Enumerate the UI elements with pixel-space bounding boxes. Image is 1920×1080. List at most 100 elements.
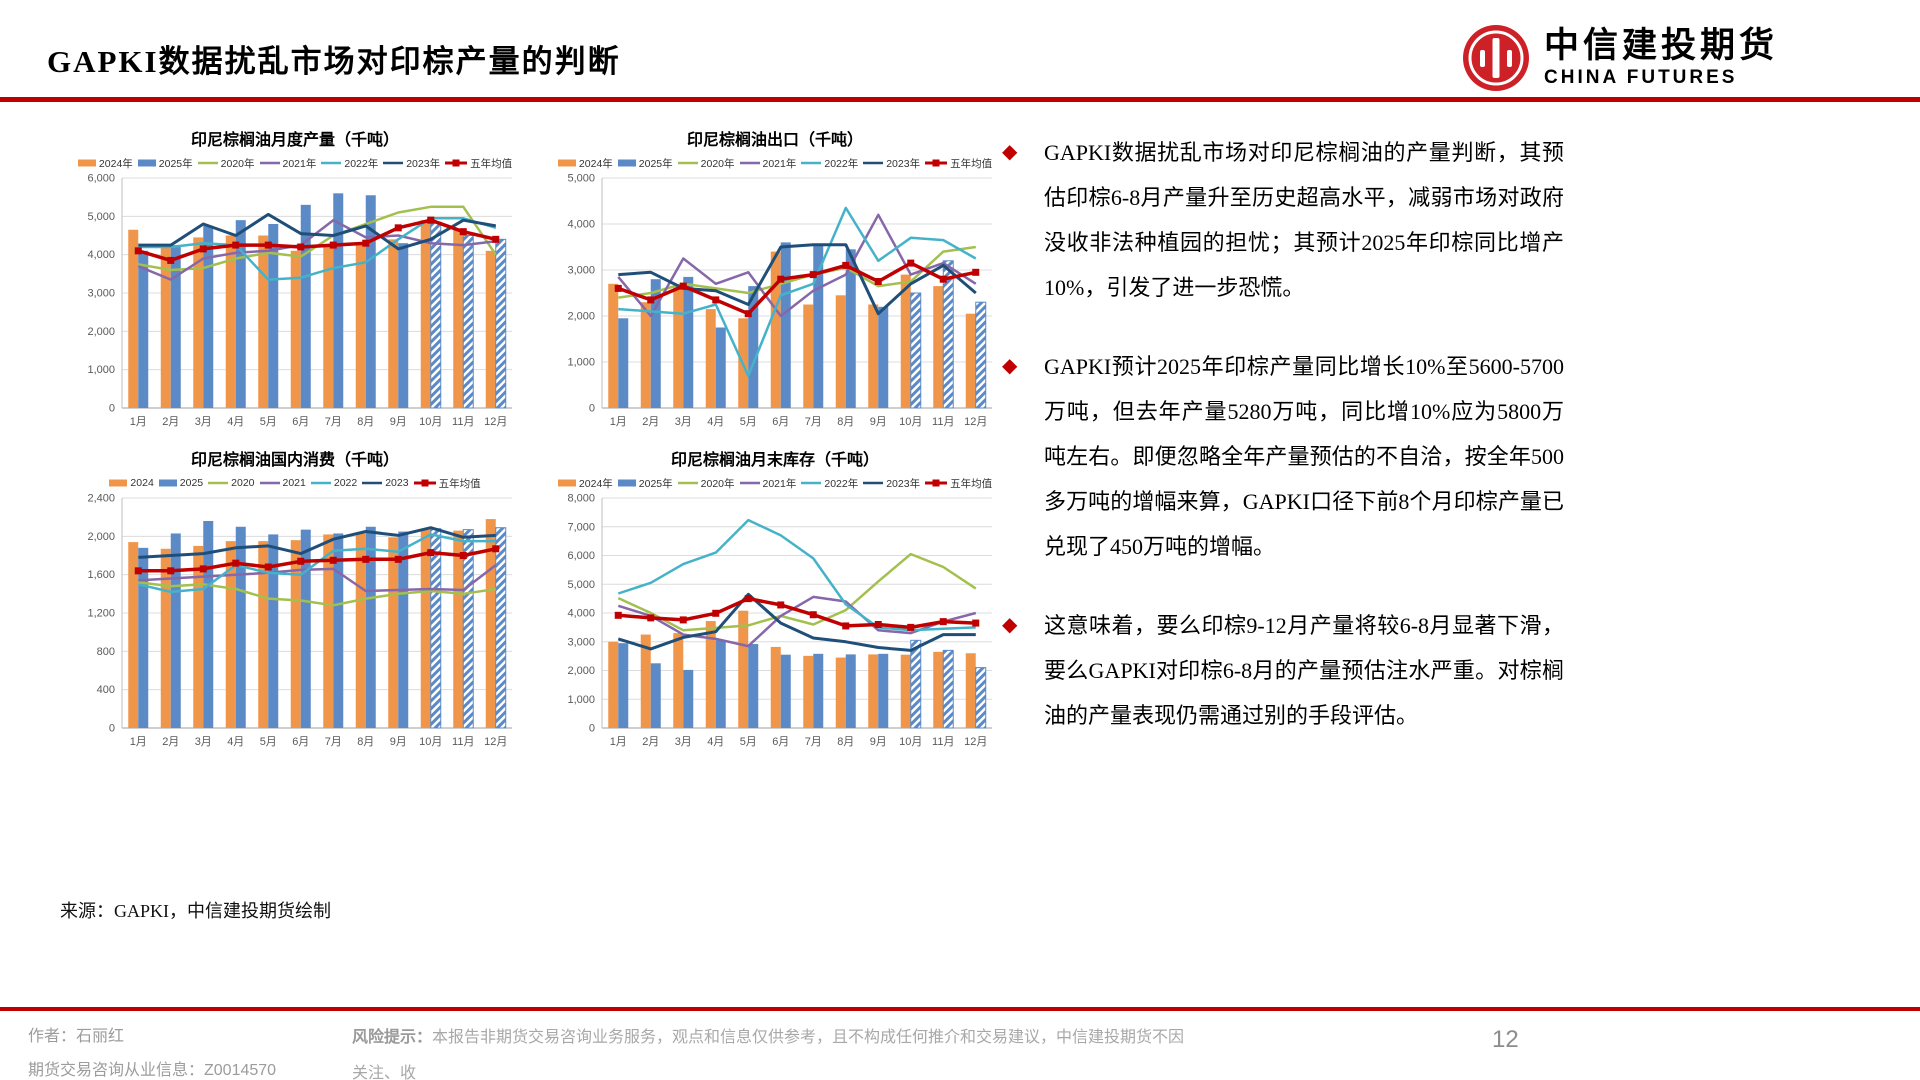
chart-title: 印尼棕榈油月末库存（千吨） <box>670 452 879 469</box>
chart-month-end-stocks: 印尼棕榈油月末库存（千吨） 2024年 2025年 2020年 2021年 2022年 2… <box>550 448 1000 752</box>
svg-text:1,200: 1,200 <box>87 608 115 620</box>
svg-text:3,000: 3,000 <box>567 265 595 277</box>
bullet-diamond-icon: ◆ <box>1002 355 1018 377</box>
svg-text:12月: 12月 <box>484 416 507 428</box>
svg-text:2,000: 2,000 <box>87 531 115 543</box>
legend-item: 2024 <box>109 477 154 489</box>
company-logo: 中信建投期货 CHINA FUTURES <box>1462 24 1778 92</box>
svg-text:10月: 10月 <box>419 416 442 428</box>
chart-title: 印尼棕榈油月度产量（千吨） <box>190 132 399 149</box>
legend-item: 2021 <box>259 477 306 489</box>
svg-text:4,000: 4,000 <box>87 249 115 261</box>
svg-text:5月: 5月 <box>740 416 757 428</box>
author-block: 作者：石丽红 期货交易咨询从业信息：Z0014570 <box>28 1020 276 1080</box>
svg-text:1,600: 1,600 <box>87 569 115 581</box>
bullet-item: ◆ GAPKI数据扰乱市场对印尼棕榈油的产量判断，其预估印棕6-8月产量升至历史… <box>1002 130 1564 310</box>
bullet-item: ◆ 这意味着，要么印棕9-12月产量将较6-8月显著下滑，要么GAPKI对印棕6… <box>1002 603 1564 738</box>
chart-legend: 2024 2025 2020 2021 2022 2023 五年均值 <box>70 474 520 492</box>
bullet-text: 这意味着，要么印棕9-12月产量将较6-8月显著下滑，要么GAPKI对印棕6-8… <box>1044 613 1564 728</box>
svg-text:4,000: 4,000 <box>567 219 595 231</box>
svg-text:1,000: 1,000 <box>567 357 595 369</box>
svg-text:5月: 5月 <box>260 416 277 428</box>
svg-text:1,000: 1,000 <box>567 694 595 706</box>
chart-title: 印尼棕榈油国内消费（千吨） <box>190 452 399 469</box>
svg-text:10月: 10月 <box>899 736 922 748</box>
svg-text:5月: 5月 <box>740 736 757 748</box>
svg-text:4月: 4月 <box>227 736 244 748</box>
svg-text:1,000: 1,000 <box>87 364 115 376</box>
commentary-panel: ◆ GAPKI数据扰乱市场对印尼棕榈油的产量判断，其预估印棕6-8月产量升至历史… <box>1002 130 1564 772</box>
chart-monthly-production: 印尼棕榈油月度产量（千吨） 2024年 2025年 2020年 2021年 2022年 2… <box>70 128 520 432</box>
svg-text:10月: 10月 <box>899 416 922 428</box>
legend-item: 五年均值 <box>925 156 992 171</box>
svg-text:12月: 12月 <box>964 416 987 428</box>
source-note: 来源：GAPKI，中信建投期货绘制 <box>60 901 332 921</box>
svg-text:7月: 7月 <box>325 416 342 428</box>
svg-text:6月: 6月 <box>292 416 309 428</box>
footer-divider <box>0 1007 1920 1011</box>
svg-text:12月: 12月 <box>484 736 507 748</box>
svg-text:0: 0 <box>589 723 595 735</box>
legend-item: 2021年 <box>259 157 317 170</box>
svg-text:8月: 8月 <box>837 736 854 748</box>
svg-text:6,000: 6,000 <box>87 173 115 185</box>
svg-text:4月: 4月 <box>707 736 724 748</box>
risk-label: 风险提示： <box>352 1029 433 1046</box>
svg-text:5,000: 5,000 <box>567 579 595 591</box>
svg-text:6,000: 6,000 <box>567 550 595 562</box>
svg-text:2月: 2月 <box>162 416 179 428</box>
legend-item: 五年均值 <box>413 476 481 491</box>
svg-text:11月: 11月 <box>452 736 474 748</box>
bullet-diamond-icon: ◆ <box>1002 614 1018 636</box>
chart-plot: 0 1,000 2,000 3,000 4,000 5,000 1月 2月 3月 4月 5月 6月 7月… <box>567 173 992 428</box>
legend-item: 2020 <box>208 477 255 489</box>
svg-text:0: 0 <box>589 403 595 415</box>
svg-text:9月: 9月 <box>390 416 407 428</box>
svg-text:1月: 1月 <box>130 416 147 428</box>
legend-item: 2022年 <box>321 157 379 170</box>
svg-text:2,400: 2,400 <box>87 493 115 505</box>
author-name: 作者：石丽红 <box>28 1028 125 1045</box>
chart-plot: 0 1,000 2,000 3,000 4,000 5,000 6,000 1月 2月 3月 4月 5… <box>87 173 512 428</box>
legend-item: 2025年 <box>617 156 673 171</box>
svg-text:3月: 3月 <box>675 416 692 428</box>
svg-text:8,000: 8,000 <box>567 493 595 505</box>
svg-text:2月: 2月 <box>642 416 659 428</box>
svg-text:4,000: 4,000 <box>567 608 595 620</box>
svg-text:8月: 8月 <box>837 416 854 428</box>
page-number: 12 <box>1492 1026 1519 1053</box>
legend-item: 2022年 <box>801 157 859 170</box>
svg-text:10月: 10月 <box>419 736 442 748</box>
legend-item: 五年均值 <box>445 156 512 171</box>
legend-item: 2024年 <box>557 156 613 171</box>
risk-text-line1: 本报告非期货交易咨询业务服务，观点和信息仅供参考，且不构成任何推介和交易建议，中… <box>352 1029 1185 1080</box>
svg-text:6月: 6月 <box>772 416 789 428</box>
legend-item: 五年均值 <box>925 476 992 491</box>
charts-grid: 印尼棕榈油月度产量（千吨） 2024年 2025年 2020年 2021年 2022年 2… <box>70 128 1000 752</box>
svg-text:5月: 5月 <box>260 736 277 748</box>
page-title: GAPKI数据扰乱市场对印棕产量的判断 <box>47 44 621 79</box>
svg-text:3,000: 3,000 <box>87 288 115 300</box>
legend-item: 2020年 <box>197 157 255 170</box>
svg-text:3月: 3月 <box>195 416 212 428</box>
chart-legend: 2024年 2025年 2020年 2021年 2022年 2023年 五年均值 <box>550 474 1000 492</box>
legend-item: 2022 <box>310 477 358 489</box>
svg-text:3,000: 3,000 <box>567 636 595 648</box>
citic-logo-icon <box>1463 25 1529 91</box>
chart-exports: 印尼棕榈油出口（千吨） 2024年 2025年 2020年 2021年 2022年 202… <box>550 128 1000 432</box>
company-logo-text: 中信建投期货 CHINA FUTURES <box>1544 26 1778 90</box>
legend-item: 2022年 <box>801 477 859 490</box>
svg-text:5,000: 5,000 <box>567 173 595 185</box>
legend-item: 2023年 <box>383 157 441 170</box>
svg-text:1月: 1月 <box>130 736 147 748</box>
bullet-diamond-icon: ◆ <box>1002 141 1018 163</box>
bullet-item: ◆ GAPKI预计2025年印棕产量同比增长10%至5600-5700万吨，但去… <box>1002 344 1564 569</box>
svg-text:7月: 7月 <box>325 736 342 748</box>
svg-text:7,000: 7,000 <box>567 521 595 533</box>
svg-text:2,000: 2,000 <box>567 311 595 323</box>
svg-text:0: 0 <box>109 723 115 735</box>
svg-text:4月: 4月 <box>707 416 724 428</box>
svg-text:400: 400 <box>97 684 115 696</box>
svg-text:7月: 7月 <box>805 416 822 428</box>
chart-legend: 2024年 2025年 2020年 2021年 2022年 2023年 五年均值 <box>550 154 1000 172</box>
